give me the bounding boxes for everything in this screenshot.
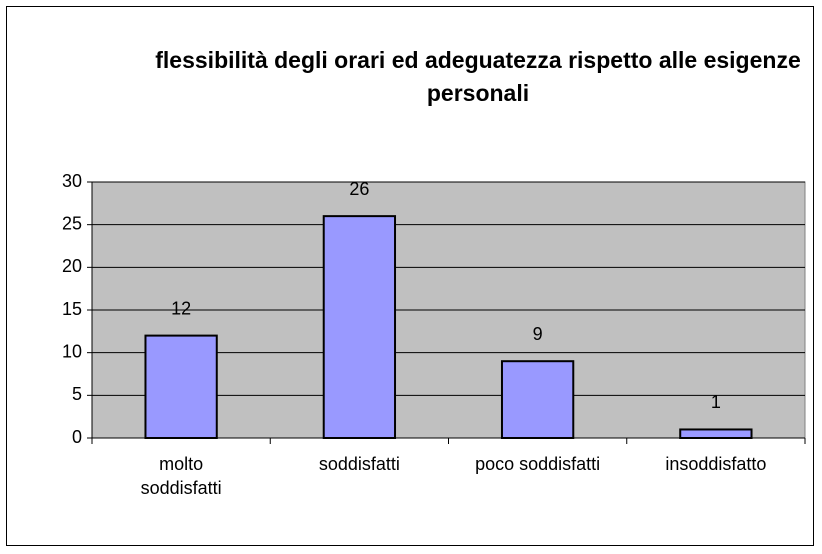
x-tick-label-box: insoddisfatto <box>651 452 781 476</box>
data-label: 26 <box>349 179 369 199</box>
y-tick-label: 10 <box>62 341 82 361</box>
y-tick-label: 5 <box>72 384 82 404</box>
y-tick-label: 25 <box>62 213 82 233</box>
x-tick-label: soddisfatti <box>318 454 400 474</box>
x-tick-label-box: molto soddisfatti <box>116 452 246 500</box>
bar <box>679 428 753 440</box>
bar <box>500 360 575 440</box>
x-tick-label-box: poco soddisfatti <box>473 452 603 476</box>
x-tick-label: poco soddisfatti <box>475 454 601 474</box>
y-tick-label: 15 <box>62 299 82 319</box>
data-label: 12 <box>171 298 191 318</box>
chart-frame <box>6 6 814 546</box>
bar <box>144 334 218 440</box>
data-label: 1 <box>711 392 721 412</box>
bar <box>322 215 397 439</box>
data-label: 9 <box>533 324 543 344</box>
chart-title: flessibilità degli orari ed adeguatezza … <box>155 47 801 106</box>
y-tick-label: 20 <box>62 256 82 276</box>
x-tick-label-box: soddisfatti <box>294 452 424 476</box>
x-tick-label: molto soddisfatti <box>140 454 222 498</box>
y-tick-label: 30 <box>62 171 82 191</box>
y-tick-label: 0 <box>72 427 82 447</box>
x-tick-label: insoddisfatto <box>665 454 767 474</box>
